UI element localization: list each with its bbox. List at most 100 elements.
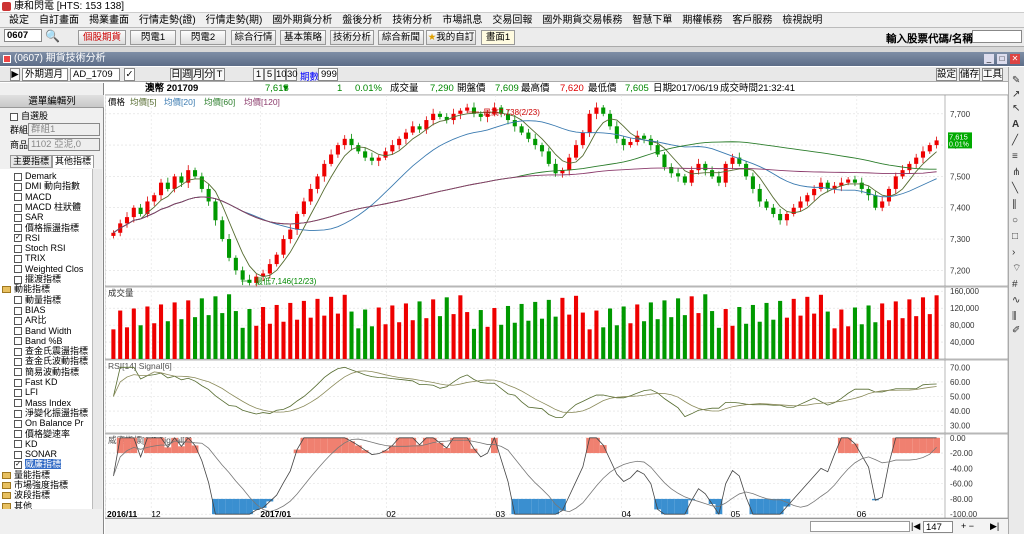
period-button-4[interactable]: T — [214, 68, 225, 81]
checkbox-icon[interactable] — [14, 440, 22, 449]
tree-item[interactable]: 價格變速率 — [14, 429, 70, 439]
minimize-icon[interactable]: _ — [984, 54, 994, 64]
tree-folder[interactable]: 其他 — [2, 501, 32, 509]
tree-item[interactable]: DMI 動向指數 — [14, 181, 80, 191]
menu-item-6[interactable]: 盤後分析 — [342, 15, 383, 26]
tree-item[interactable]: MACD 柱狀體 — [14, 202, 81, 212]
circle-icon[interactable]: ○ — [1012, 215, 1019, 226]
tree-item[interactable]: TRIX — [14, 253, 46, 263]
tree-item[interactable]: Demark — [14, 171, 57, 181]
tree-item[interactable]: 淨變化振盪指標 — [14, 408, 88, 418]
checkbox-icon[interactable] — [14, 450, 22, 459]
tree-item[interactable]: ✓ 威廉指標 — [14, 459, 62, 470]
toolbar-button-6[interactable]: 綜合新聞 — [378, 30, 424, 45]
grid-icon[interactable]: # — [1012, 279, 1018, 290]
toolbar-button-4[interactable]: 基本策略 — [280, 30, 326, 45]
menu-item-10[interactable]: 國外期貨交易帳務 — [542, 15, 623, 26]
menu-item-12[interactable]: 期權帳務 — [682, 15, 723, 26]
line-icon[interactable]: ╱ — [1012, 135, 1019, 146]
parallel-icon[interactable]: ∥ — [1012, 199, 1017, 210]
custom-input[interactable]: 999 — [318, 68, 338, 81]
toolbar-button-0[interactable]: 個股期貨 — [78, 30, 126, 45]
rect-icon[interactable]: □ — [1012, 231, 1019, 242]
checkbox-icon[interactable] — [14, 430, 22, 439]
menu-item-7[interactable]: 技術分析 — [392, 15, 433, 26]
arrow-icon[interactable]: ↗ — [1012, 89, 1021, 100]
sync-checkbox[interactable]: ✓ — [124, 68, 135, 81]
menu-item-3[interactable]: 行情走勢(證) — [139, 15, 196, 26]
checkbox-icon[interactable] — [14, 265, 22, 274]
checkbox-icon[interactable]: ✓ — [14, 234, 22, 243]
right-button-2[interactable]: 工具 — [982, 68, 1003, 81]
code-input[interactable]: 0607 — [4, 29, 42, 42]
period-button-0[interactable]: 日 — [170, 68, 181, 81]
right-button-1[interactable]: 儲存 — [959, 68, 980, 81]
tree-item[interactable]: Fast KD — [14, 377, 58, 387]
tree-item[interactable]: Mass Index — [14, 398, 71, 408]
checkbox-icon[interactable] — [14, 337, 22, 346]
tree-item[interactable]: Stoch RSI — [14, 243, 66, 253]
minute-button-1[interactable]: 5 — [264, 68, 275, 81]
checkbox-icon[interactable] — [14, 244, 22, 253]
toolbar-button-2[interactable]: 閃電2 — [180, 30, 226, 45]
technical-chart[interactable]: 7,7007,6007,5007,4007,3007,200160,000120… — [105, 95, 1008, 525]
tab-other[interactable]: 其他指標 — [52, 155, 94, 168]
menu-item-0[interactable]: 設定 — [9, 15, 29, 26]
tree-item[interactable]: AR比 — [14, 315, 47, 325]
page-tab[interactable]: 畫面1 — [481, 30, 515, 45]
fav-button[interactable]: ★我的自訂 — [426, 30, 476, 45]
checkbox-icon[interactable] — [14, 358, 22, 367]
tree-item[interactable]: Band %B — [14, 336, 63, 346]
checkbox-icon[interactable] — [14, 193, 22, 202]
contract-select[interactable]: AD_1709 — [70, 68, 120, 81]
minute-button-0[interactable]: 1 — [253, 68, 264, 81]
checkbox-icon[interactable] — [14, 296, 22, 305]
fork-icon[interactable]: ⋔ — [1012, 167, 1021, 178]
checkbox-icon[interactable] — [14, 203, 22, 212]
period-button-1[interactable]: 週 — [181, 68, 192, 81]
line-icon-2[interactable]: ╲ — [1012, 183, 1019, 194]
text-icon[interactable]: A — [1012, 119, 1020, 130]
menu-icon[interactable]: ≡ — [1012, 151, 1018, 162]
checkbox-icon[interactable] — [14, 409, 22, 418]
tree-item[interactable]: 查金氏震盪指標 — [14, 346, 88, 356]
zoom-in-icon[interactable]: + − — [961, 521, 975, 531]
tree-item[interactable]: MACD — [14, 192, 52, 202]
tree-item[interactable]: 查金氏波動指標 — [14, 356, 88, 366]
tree-item[interactable]: KD — [14, 439, 38, 449]
menu-item-9[interactable]: 交易回報 — [492, 15, 533, 26]
checkbox-icon[interactable] — [14, 327, 22, 336]
minute-button-3[interactable]: 30 — [286, 68, 298, 81]
tree-item[interactable]: 動量指標 — [14, 295, 61, 305]
menu-item-2[interactable]: 揭業畫面 — [89, 15, 129, 26]
play-icon[interactable]: ▶ — [10, 68, 20, 81]
period-button-3[interactable]: 分 — [203, 68, 214, 81]
product-select[interactable]: 1102 亞泥,0 — [28, 138, 100, 151]
tree-item[interactable]: ✓ RSI — [14, 232, 41, 243]
tree-folder[interactable]: 動能指標 — [2, 284, 50, 294]
tree-item[interactable]: BIAS — [14, 305, 46, 315]
menu-item-8[interactable]: 市場訊息 — [442, 15, 483, 26]
menu-item-13[interactable]: 客戶服務 — [732, 15, 773, 26]
tree-folder[interactable]: 波段指標 — [2, 490, 50, 500]
toolbar-button-3[interactable]: 綜合行情 — [231, 30, 276, 45]
checkbox-icon[interactable] — [14, 172, 22, 181]
chevron-icon[interactable]: › — [1012, 247, 1016, 258]
checkbox-icon[interactable] — [14, 255, 22, 264]
menu-item-5[interactable]: 國外期貨分析 — [272, 15, 333, 26]
tab-main[interactable]: 主要指標 — [10, 155, 52, 168]
lookup-input[interactable] — [972, 30, 1022, 43]
checkbox-icon[interactable]: ✓ — [14, 461, 22, 470]
checkbox-icon[interactable] — [14, 388, 22, 397]
minute-button-2[interactable]: 10 — [275, 68, 287, 81]
checkbox-icon[interactable] — [14, 419, 22, 428]
tree-item[interactable]: 擺渡指標 — [14, 274, 61, 284]
scroll-right-icon[interactable]: ▶| — [990, 521, 1000, 531]
checkbox-icon[interactable] — [14, 275, 22, 284]
wave-icon[interactable]: ∿ — [1012, 295, 1021, 306]
tree-item[interactable]: Band Width — [14, 326, 72, 336]
tree-folder[interactable]: 市場強度指標 — [2, 480, 68, 490]
search-icon[interactable]: 🔍 — [45, 29, 60, 43]
tree-item[interactable]: LFI — [14, 387, 38, 397]
checkbox-icon[interactable] — [14, 306, 22, 315]
